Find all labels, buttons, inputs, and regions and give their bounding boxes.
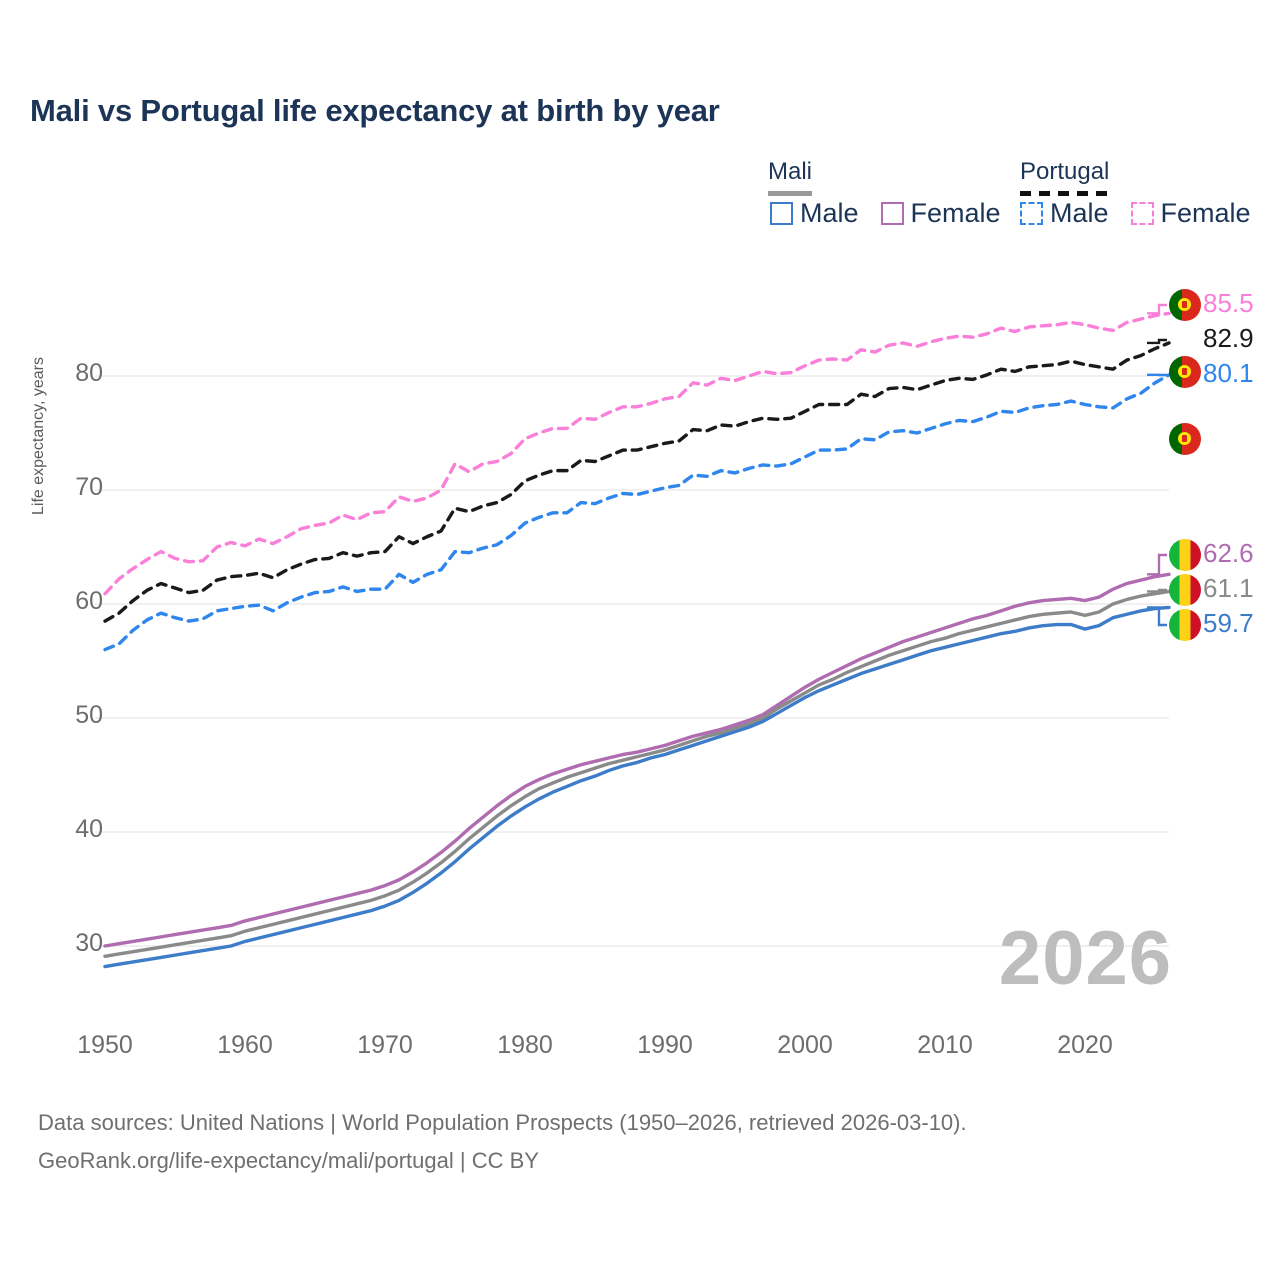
portugal-flag-icon [1169,289,1201,321]
mali-flag-icon [1169,574,1201,606]
y-axis-tick: 70 [75,473,103,501]
x-axis-tick: 1970 [357,1031,413,1059]
footer-attribution: GeoRank.org/life-expectancy/mali/portuga… [38,1148,539,1173]
mali-female-swatch-icon [880,202,904,225]
series-end-labels: 85.5 82.9 80.1 62.6 61.1 59.7 [0,0,1280,641]
legend-item-portugal-female[interactable]: Female [1130,198,1251,229]
mali-flag-icon [1169,539,1201,571]
chart-legend: Mali Male Female Portugal [0,158,1251,240]
legend-item-mali-male[interactable]: Male [770,198,859,229]
mali-male-swatch-icon [770,202,793,225]
series-end-value: 80.1 [1203,358,1254,388]
x-axis-tick: 1950 [77,1031,133,1059]
portugal-flag-icon [1169,423,1201,455]
portugal-male-swatch-icon [1020,202,1043,225]
y-axis-tick: 60 [75,587,103,615]
series-end-value: 61.1 [1203,573,1254,603]
series-end-value: 62.6 [1203,538,1254,568]
y-axis-tick: 30 [75,929,103,957]
legend-group-mali: Mali Male Female [768,158,1001,228]
series-end-value: 85.5 [1203,288,1254,318]
y-axis-label: Life expectancy, years [30,356,47,515]
portugal-flag-icon [1169,356,1201,388]
y-axis-tick: 80 [75,359,103,387]
legend-group-portugal-title: Portugal [1020,158,1110,185]
legend-group-portugal: Portugal Male Female [1020,158,1251,228]
y-axis-tick: 40 [75,815,103,843]
legend-label-portugal-male: Male [1050,198,1109,228]
x-axis-tick: 2020 [1057,1031,1113,1059]
legend-item-mali-female[interactable]: Female [880,198,1001,229]
page-title: Mali vs Portugal life expectancy at birt… [30,93,720,128]
mali-flag-icon [1169,609,1201,641]
legend-label-mali-female: Female [910,198,1001,228]
portugal-coat-of-arms-icon [1178,365,1191,378]
legend-group-mali-title: Mali [768,158,813,185]
x-axis-tick: 1960 [217,1031,273,1059]
legend-item-portugal-male[interactable]: Male [1020,198,1109,229]
x-axis-tick: 2000 [777,1031,833,1059]
legend-label-portugal-female: Female [1160,198,1251,228]
legend-rule-mali [768,191,813,196]
portugal-coat-of-arms-icon [1178,298,1191,311]
x-axis-tick: 1980 [497,1031,553,1059]
legend-rule-portugal [1020,191,1110,196]
footer-data-sources: Data sources: United Nations | World Pop… [38,1110,967,1135]
year-watermark: 2026 [998,916,1172,1001]
legend-label-mali-male: Male [800,198,859,228]
x-axis-tick: 2010 [917,1031,973,1059]
series-end-value: 59.7 [1203,608,1254,638]
series-end-value: 82.9 [1203,323,1254,353]
y-axis-tick: 50 [75,701,103,729]
portugal-female-swatch-icon [1130,202,1154,225]
portugal-coat-of-arms-icon [1178,432,1191,445]
x-axis-tick: 1990 [637,1031,693,1059]
